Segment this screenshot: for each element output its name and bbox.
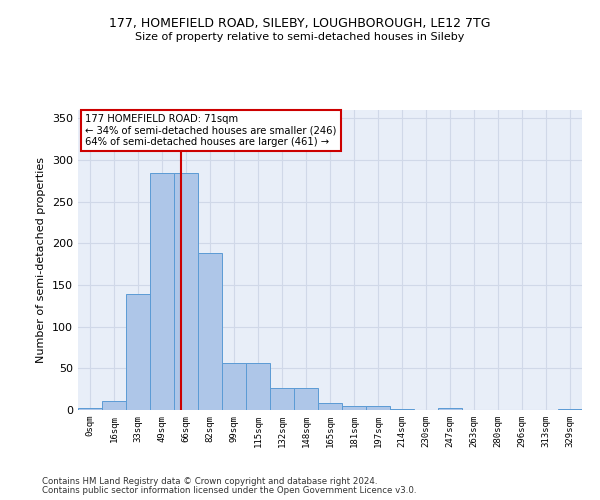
Bar [438,408,462,410]
Bar [174,174,198,410]
Text: Contains public sector information licensed under the Open Government Licence v3: Contains public sector information licen… [42,486,416,495]
Bar [270,388,294,410]
Bar [294,388,318,410]
Bar [126,294,150,410]
Bar [246,362,270,410]
Bar [318,404,342,410]
Text: 177 HOMEFIELD ROAD: 71sqm
← 34% of semi-detached houses are smaller (246)
64% of: 177 HOMEFIELD ROAD: 71sqm ← 34% of semi-… [85,114,337,148]
Bar [198,254,222,410]
Text: Contains HM Land Registry data © Crown copyright and database right 2024.: Contains HM Land Registry data © Crown c… [42,477,377,486]
Bar [390,409,414,410]
Bar [366,406,390,410]
Bar [102,401,126,410]
Bar [78,408,102,410]
Text: 177, HOMEFIELD ROAD, SILEBY, LOUGHBOROUGH, LE12 7TG: 177, HOMEFIELD ROAD, SILEBY, LOUGHBOROUG… [109,18,491,30]
Text: Size of property relative to semi-detached houses in Sileby: Size of property relative to semi-detach… [136,32,464,42]
Y-axis label: Number of semi-detached properties: Number of semi-detached properties [37,157,46,363]
Bar [222,362,246,410]
Bar [342,406,366,410]
Bar [558,409,582,410]
Bar [150,174,174,410]
